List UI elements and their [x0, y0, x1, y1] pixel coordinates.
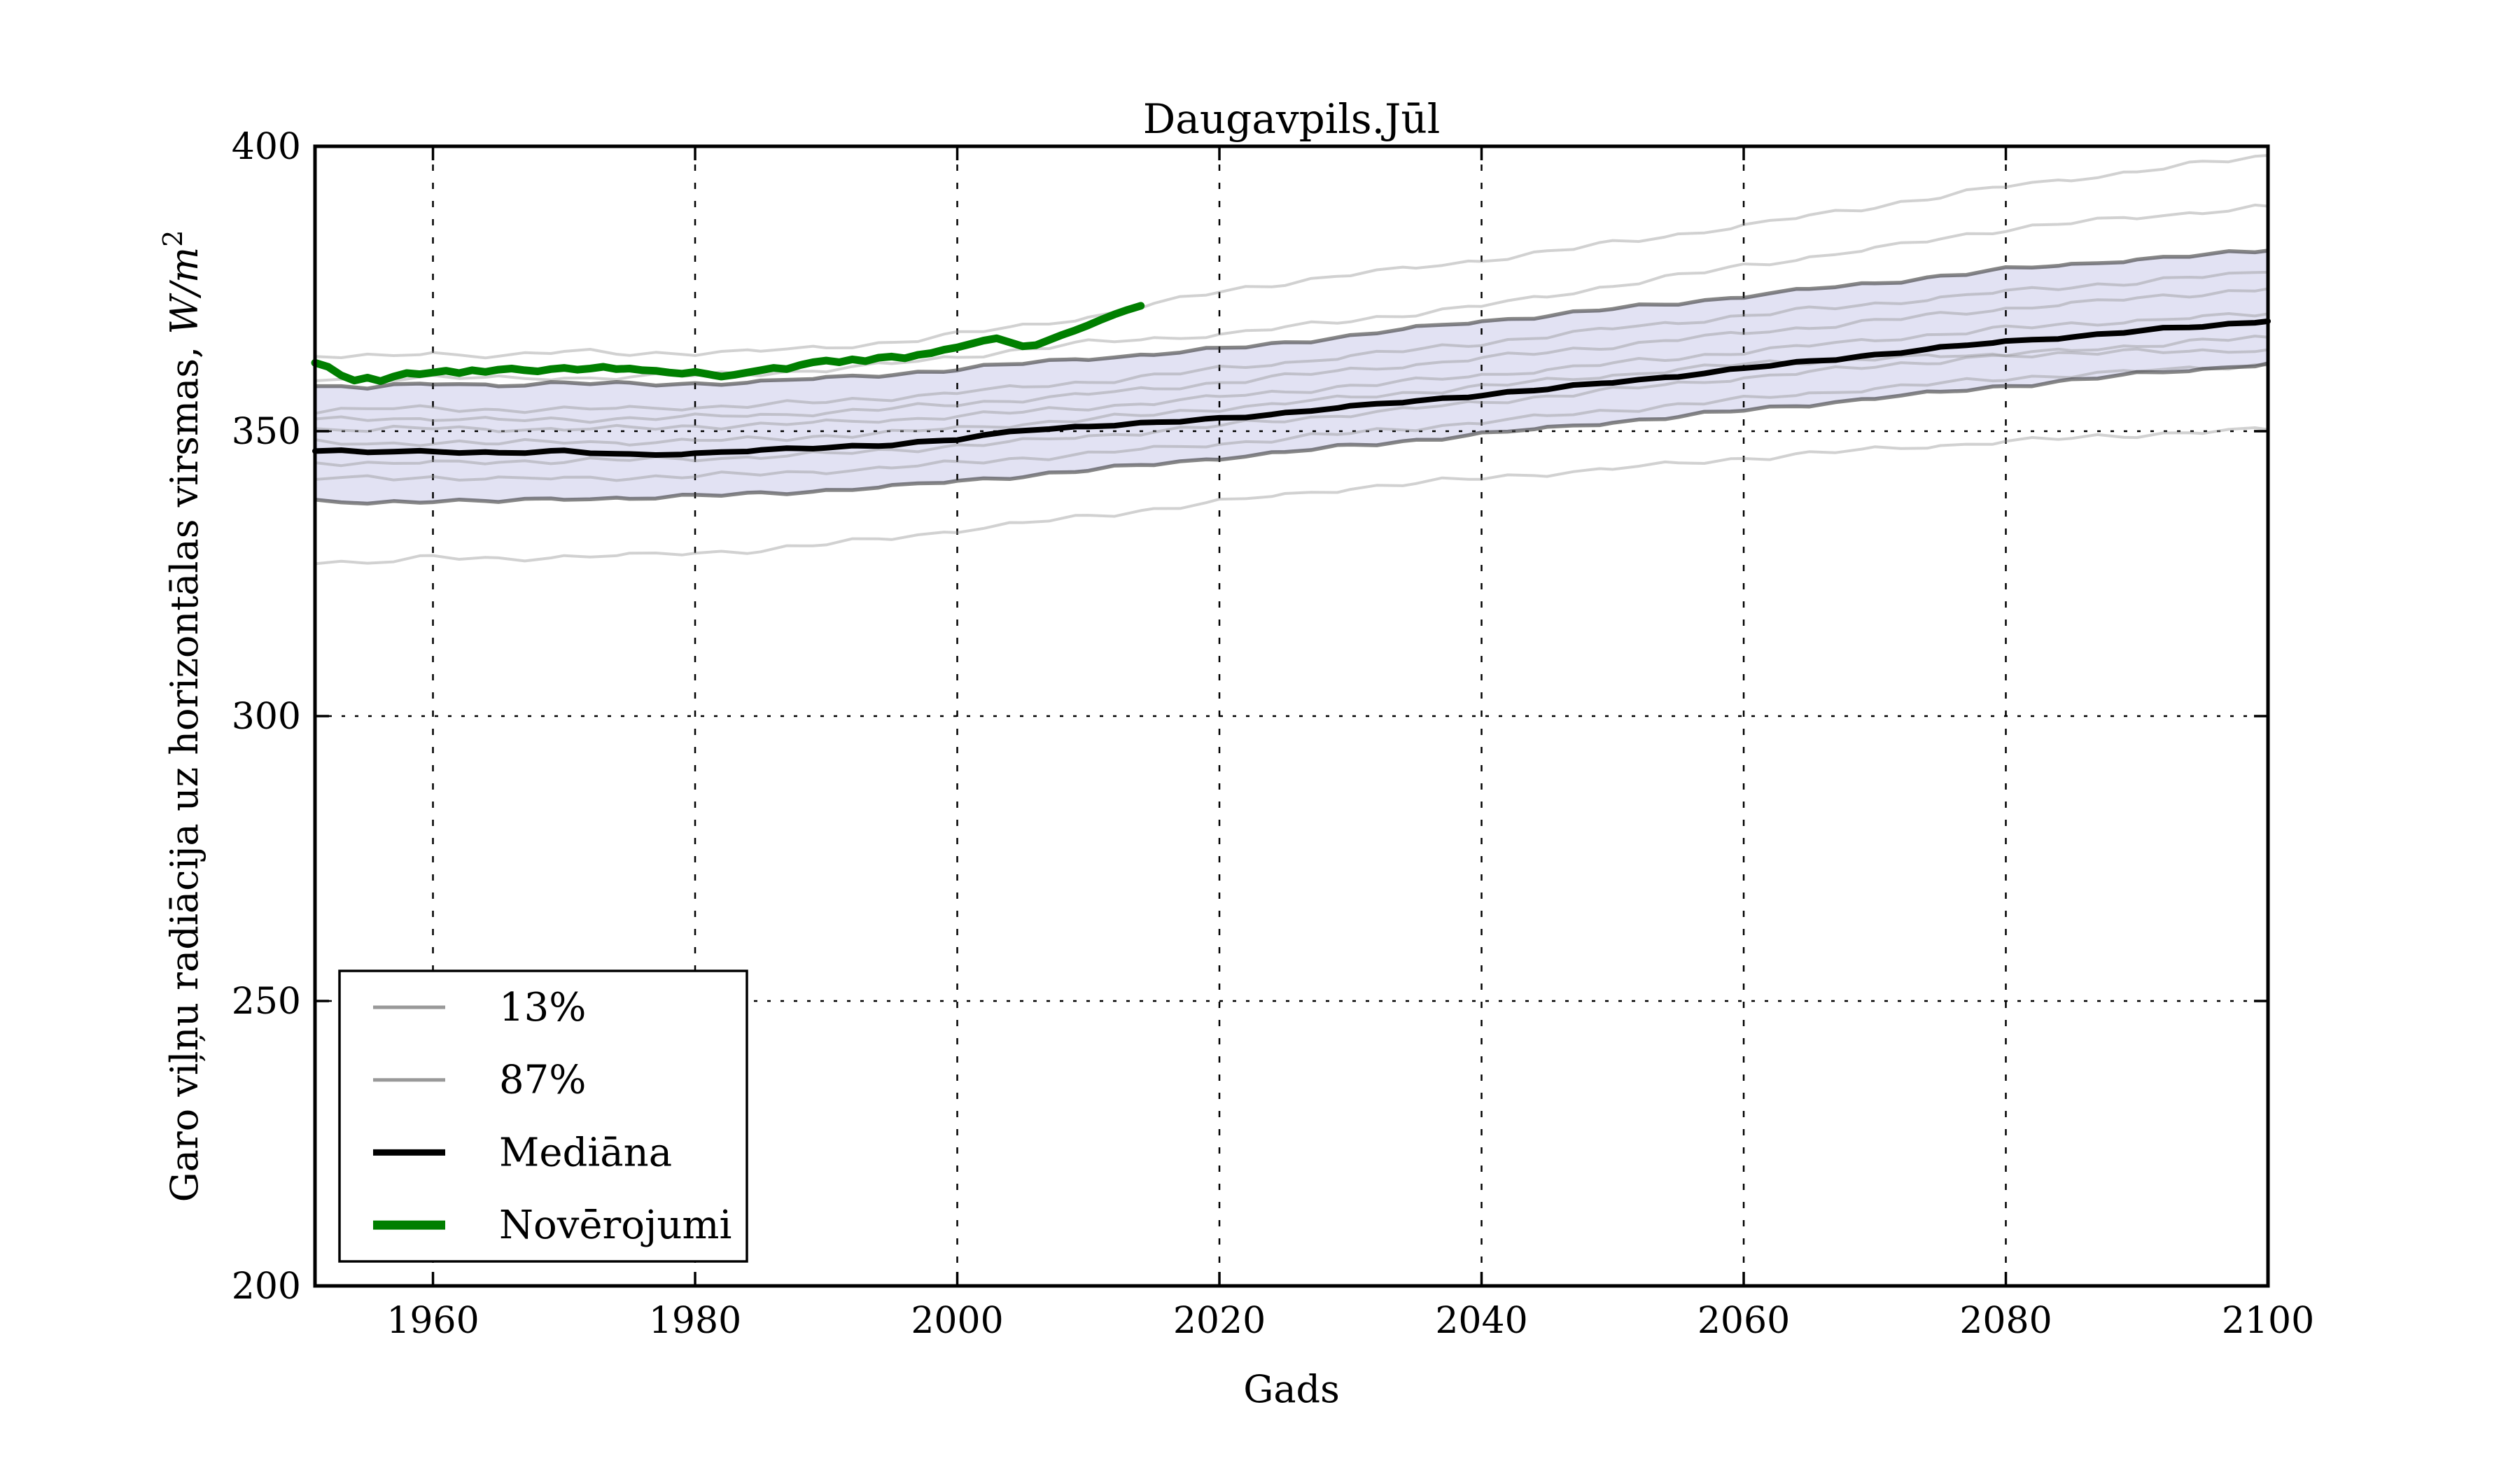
ensemble-lines-layer	[314, 154, 2269, 566]
ensemble-member-line	[314, 270, 2269, 415]
x-tick-label: 2060	[1698, 1300, 1790, 1342]
x-tick-label: 1960	[386, 1300, 479, 1342]
legend-item-label: Novērojumi	[499, 1203, 732, 1248]
x-tick-label: 2080	[1959, 1300, 2052, 1342]
tick-labels-layer: 1960 1980 2000 2020 2040 2060 2080 2100 200 250 30…	[232, 126, 2314, 1342]
ensemble-member-line	[314, 287, 2269, 424]
y-axis-label-math: W/m	[162, 247, 206, 335]
y-tick-label: 250	[232, 981, 301, 1023]
observations-line	[311, 302, 1145, 385]
quantile-lines-layer	[314, 248, 2269, 506]
quantile-band-fill	[315, 251, 2268, 504]
x-axis-label: Gads	[1243, 1367, 1340, 1411]
x-tick-label: 1980	[649, 1300, 741, 1342]
y-axis-label-text: Garo viļņu radiācija uz horizontālas vir…	[162, 335, 206, 1203]
x-tick-label: 2000	[911, 1300, 1003, 1342]
y-tick-label: 200	[232, 1266, 301, 1308]
median-line	[312, 318, 2271, 458]
ensemble-member-line	[314, 154, 2269, 360]
quantile-87-line	[315, 248, 2269, 391]
x-tick-label: 2020	[1173, 1300, 1266, 1342]
y-tick-label: 300	[232, 696, 301, 738]
ensemble-member-line	[314, 312, 2269, 433]
ensemble-member-line	[314, 426, 2269, 566]
y-tick-label: 400	[232, 126, 301, 168]
y-axis-label-superscript: 2	[158, 230, 188, 247]
quantile-band-layer	[315, 251, 2268, 504]
ensemble-member-line	[314, 363, 2269, 482]
chart-title: Daugavpils.Jūl	[1143, 95, 1441, 143]
ensemble-member-line	[314, 347, 2269, 447]
legend-item-label: 13%	[499, 985, 586, 1030]
y-axis-label: Garo viļņu radiācija uz horizontālas vir…	[158, 230, 206, 1203]
quantile-13-line	[314, 361, 2269, 506]
y-tick-label: 350	[232, 411, 301, 453]
observations-line-layer	[311, 302, 1145, 385]
legend-item-label: Mediāna	[499, 1130, 672, 1175]
legend-box	[338, 969, 748, 1263]
legend-item-label: 87%	[499, 1058, 586, 1103]
median-line-layer	[312, 318, 2271, 458]
axes-layer	[313, 144, 2270, 1288]
x-tick-label: 2100	[2222, 1300, 2314, 1342]
x-tick-label: 2040	[1435, 1300, 1527, 1342]
legend: 13% 87% Mediāna Novērojumi	[338, 969, 748, 1263]
